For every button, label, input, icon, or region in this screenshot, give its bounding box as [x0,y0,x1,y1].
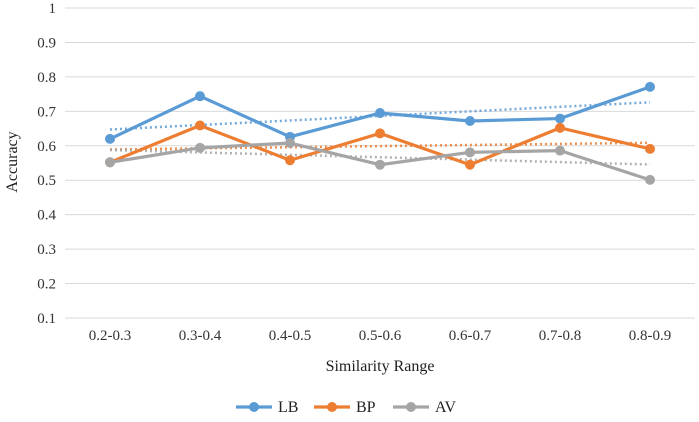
data-point-bp [375,128,385,139]
legend-label: AV [435,399,456,416]
series-bp [105,120,655,170]
data-point-av [195,142,205,153]
y-tick-label: 0.5 [37,173,56,189]
data-point-lb [645,81,655,92]
legend-label: LB [278,399,298,416]
y-tick-label: 0.3 [37,242,56,258]
series-lb [105,81,655,144]
data-point-lb [465,115,475,126]
data-point-bp [645,143,655,154]
y-tick-label: 0.9 [37,35,56,51]
legend: LB BP AV [236,399,456,416]
y-tick-label: 0.1 [37,311,56,327]
data-point-bp [465,159,475,170]
y-axis-title: Accuracy [4,131,21,192]
series-av [105,138,655,185]
y-tick-label: 0.7 [37,104,56,120]
x-tick-label: 0.3-0.4 [179,328,222,344]
data-point-av [645,174,655,185]
y-tick-label: 0.2 [37,277,56,293]
x-tick-label: 0.6-0.7 [449,328,492,344]
x-tick-label: 0.8-0.9 [629,328,672,344]
data-point-bp [285,155,295,166]
data-point-lb [105,133,115,144]
y-tick-label: 1 [49,1,57,17]
y-tick-label: 0.8 [37,70,56,86]
data-point-av [105,157,115,168]
x-tick-label: 0.5-0.6 [359,328,402,344]
data-point-bp [555,122,565,133]
data-point-lb [375,108,385,119]
data-point-av [465,147,475,158]
y-axis-ticks: 0.1 0.2 0.3 0.4 0.5 0.6 0.7 0.8 0.9 1 [37,1,56,327]
legend-label: BP [356,399,376,416]
legend-swatch-marker [406,402,416,412]
x-tick-label: 0.4-0.5 [269,328,312,344]
x-axis-ticks: 0.2-0.3 0.3-0.4 0.4-0.5 0.5-0.6 0.6-0.7 0.7-0… [89,328,672,344]
x-axis-title: Similarity Range [326,358,435,375]
data-point-av [285,138,295,149]
y-tick-label: 0.6 [37,139,56,155]
data-series [105,81,655,185]
legend-item-lb: LB [236,399,298,416]
data-point-av [555,145,565,156]
data-point-bp [195,120,205,131]
legend-swatch-marker [327,402,337,412]
legend-swatch-marker [249,402,259,412]
legend-item-bp: BP [314,399,376,416]
data-point-av [375,159,385,170]
x-tick-label: 0.7-0.8 [539,328,582,344]
legend-item-av: AV [393,399,456,416]
data-point-lb [555,113,565,124]
y-tick-label: 0.4 [37,208,56,224]
data-point-lb [195,91,205,102]
x-tick-label: 0.2-0.3 [89,328,132,344]
